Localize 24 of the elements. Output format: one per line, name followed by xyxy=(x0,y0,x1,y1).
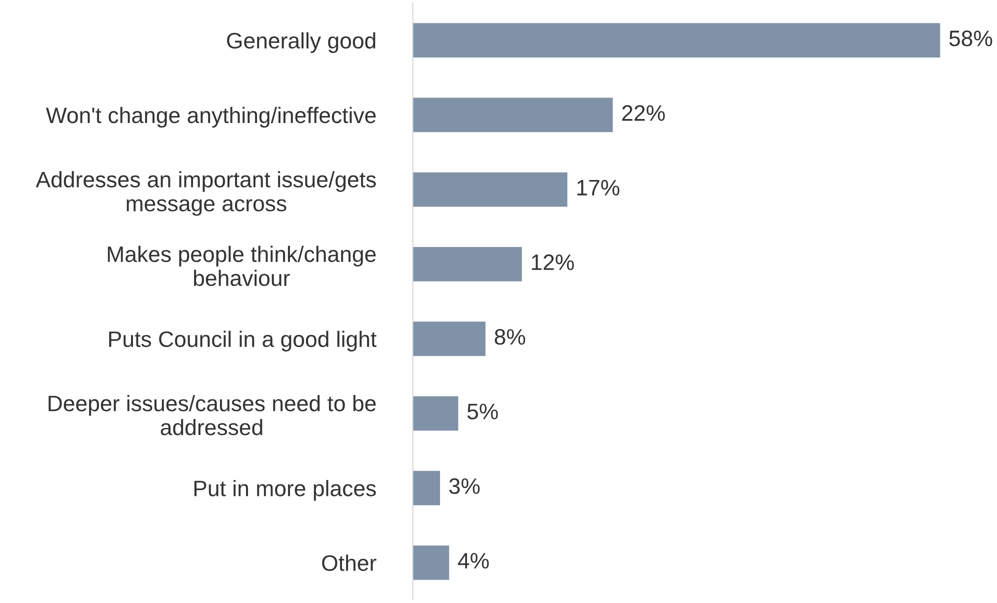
y-tick-label: Other xyxy=(322,554,376,571)
y-tick-label: Puts Council in a good light xyxy=(109,330,376,352)
data-label: 5% xyxy=(467,404,498,420)
y-tick-label: Deeper issues/causes need to be addressed xyxy=(48,395,376,436)
data-label: 12% xyxy=(532,254,574,270)
y-tick-label: Makes people think/change behaviour xyxy=(108,246,376,286)
y-tick-label: Won't change anything/ineffective xyxy=(46,106,376,128)
data-label: 58% xyxy=(949,30,992,46)
bar xyxy=(412,396,458,431)
data-label: 22% xyxy=(622,105,665,121)
bar xyxy=(412,322,486,356)
bar xyxy=(412,172,568,207)
bar xyxy=(412,470,440,506)
bar xyxy=(412,98,613,132)
bar xyxy=(412,247,522,282)
bar xyxy=(412,546,450,580)
data-label: 4% xyxy=(458,553,489,569)
data-label: 3% xyxy=(449,478,480,494)
data-label: 17% xyxy=(577,180,620,196)
bar xyxy=(412,23,940,58)
y-tick-label: Generally good xyxy=(227,32,376,53)
y-tick-label: Put in more places xyxy=(194,480,376,501)
data-label: 8% xyxy=(494,329,526,345)
y-tick-label: Addresses an important issue/gets message across xyxy=(36,171,376,216)
